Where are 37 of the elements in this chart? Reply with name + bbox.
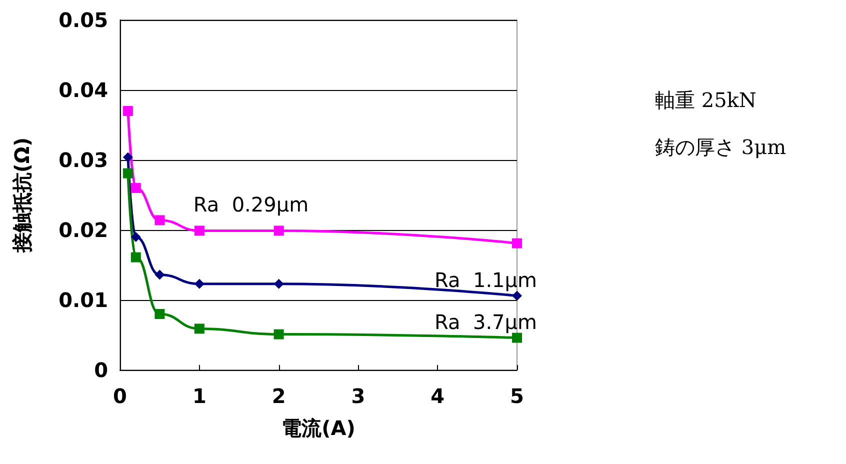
point (122, 152, 133, 162)
y-axis-title: 接触抵抗(Ω) (10, 137, 34, 254)
y-tick-label: 0.04 (58, 78, 108, 102)
x-tick-label: 5 (510, 384, 524, 408)
point (274, 226, 284, 236)
point (512, 332, 522, 343)
y-tick-label: 0.02 (58, 218, 108, 242)
text: 鋳の厚さ 3μm (655, 135, 786, 159)
point (130, 252, 141, 262)
y-tick-label: 0.05 (58, 8, 108, 32)
point (130, 183, 141, 193)
x-tick-label: 3 (351, 384, 366, 408)
series-label: Ra 3.7μm (434, 310, 537, 334)
point (154, 309, 165, 319)
y-tick-label: 0.03 (58, 148, 108, 172)
series-label: Ra 0.29μm (193, 192, 309, 217)
point (122, 168, 133, 178)
x-tick-label: 2 (272, 384, 286, 408)
point (122, 106, 133, 116)
y-tick-label: 0.01 (58, 288, 108, 312)
point (274, 278, 284, 289)
x-tick-label: 4 (430, 384, 445, 408)
x-tick-label: 0 (113, 384, 127, 408)
x-tick-label: 1 (192, 384, 206, 408)
point (274, 329, 284, 340)
point (130, 232, 141, 242)
y-tick-label: 0 (94, 358, 108, 382)
point (194, 278, 204, 289)
point (512, 290, 522, 301)
point (194, 324, 204, 334)
point (154, 270, 165, 280)
point (194, 226, 204, 236)
point (154, 215, 165, 226)
point (512, 238, 522, 248)
series-label: Ra 1.1μm (434, 268, 537, 292)
x-axis-title: 電流(A) (282, 416, 356, 440)
text: 軸重 25kN (655, 88, 756, 112)
